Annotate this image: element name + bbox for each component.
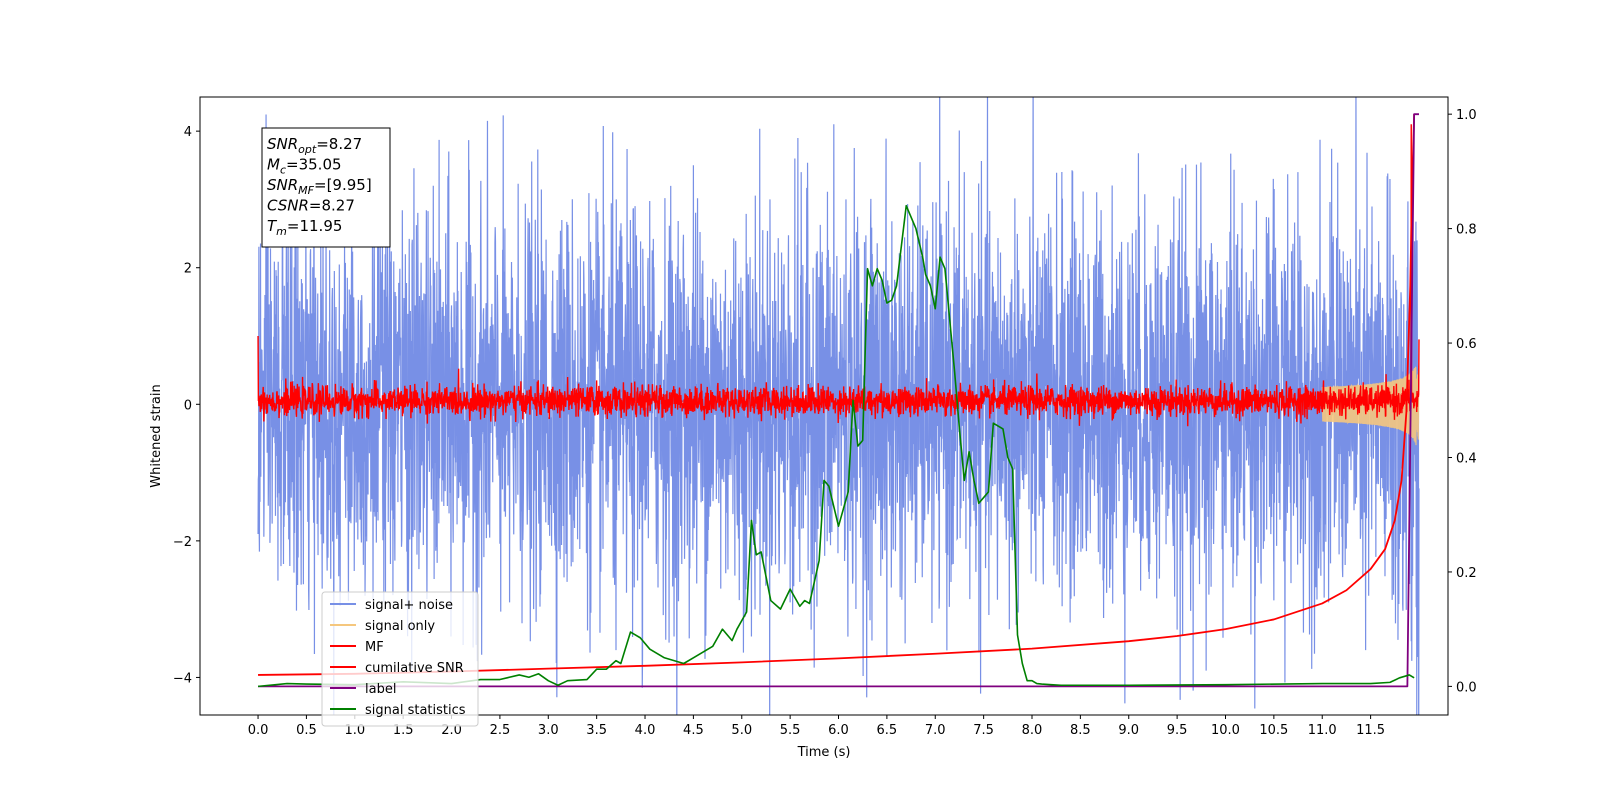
legend-label-cumilative-snr: cumilative SNR [365,661,464,676]
annotation-line: Mc=35.05 [267,156,342,177]
plot-frame [199,96,1449,716]
x-tick-label: 10.0 [1211,723,1240,738]
series-signal-noise [257,97,1420,715]
y-right-tick-label: 0.2 [1456,566,1477,581]
x-tick-label: 9.0 [1118,723,1139,738]
annotation-line: SNRopt=8.27 [267,135,362,156]
series-layer [257,97,1420,715]
x-tick-label: 6.5 [877,723,898,738]
x-tick-label: 8.5 [1070,723,1091,738]
series-cumilative-snr [258,114,1416,676]
x-tick-label: 11.0 [1308,723,1337,738]
y-left-tick-label: 2 [184,262,192,277]
x-axis-label: Time (s) [797,745,851,760]
x-tick-label: 1.5 [393,723,414,738]
x-tick-label: 5.0 [731,723,752,738]
annotation-box: SNRopt=8.27Mc=35.05SNRMF=[9.95]CSNR=8.27… [261,127,391,248]
x-tick-label: 10.5 [1259,723,1288,738]
series-mf [257,124,1420,427]
x-tick-label: 6.0 [828,723,849,738]
x-tick-label: 9.5 [1167,723,1188,738]
legend-label-signal-statistics: signal statistics [365,703,466,718]
x-tick-label: 7.0 [925,723,946,738]
x-tick-label: 2.5 [490,723,511,738]
y-left-tick-label: −4 [173,671,192,686]
annotation-line: CSNR=8.27 [267,197,355,215]
x-tick-label: 0.0 [248,723,269,738]
x-tick-label: 2.0 [441,723,462,738]
x-tick-label: 4.5 [683,723,704,738]
x-tick-label: 5.5 [780,723,801,738]
x-tick-label: 11.5 [1356,723,1385,738]
legend-label-label: label [365,682,396,697]
y-left-tick-label: 0 [184,398,192,413]
legend-label-signal-only: signal only [365,619,435,634]
x-tick-label: 3.5 [586,723,607,738]
series-signal-statistics [257,204,1415,688]
x-tick-label: 4.0 [635,723,656,738]
y-right-tick-label: 0.6 [1456,337,1477,352]
legend-frame [321,591,479,727]
y-right-tick-label: 0.8 [1456,223,1477,238]
annotation-line: Tm=11.95 [267,217,342,238]
annotation-line: SNRMF=[9.95] [267,176,372,197]
y-axis-label: Whitened strain [149,384,164,487]
y-right-tick-label: 1.0 [1456,108,1477,123]
y-left-tick-label: 4 [184,125,192,140]
y-left-tick-label: −2 [173,535,192,550]
y-right-tick-label: 0.4 [1456,452,1477,467]
y-right-tick-label: 0.0 [1456,680,1477,695]
axes-layer: 0.0 0.5 1.0 1.5 2.0 2.5 3.0 3.5 4.0 4.5 5.0 5.5 6.0 6… [173,108,1477,738]
legend: signal+ noise signal only MF cumilative SNR… [321,591,479,727]
annotation-frame [261,127,391,248]
legend-label-signal-noise: signal+ noise [365,598,453,613]
x-tick-label: 0.5 [296,723,317,738]
legend-label-mf: MF [365,640,384,655]
series-label [258,113,1419,688]
x-tick-label: 8.0 [1022,723,1043,738]
x-tick-label: 7.5 [973,723,994,738]
x-tick-label: 1.0 [344,723,365,738]
x-tick-label: 3.0 [538,723,559,738]
